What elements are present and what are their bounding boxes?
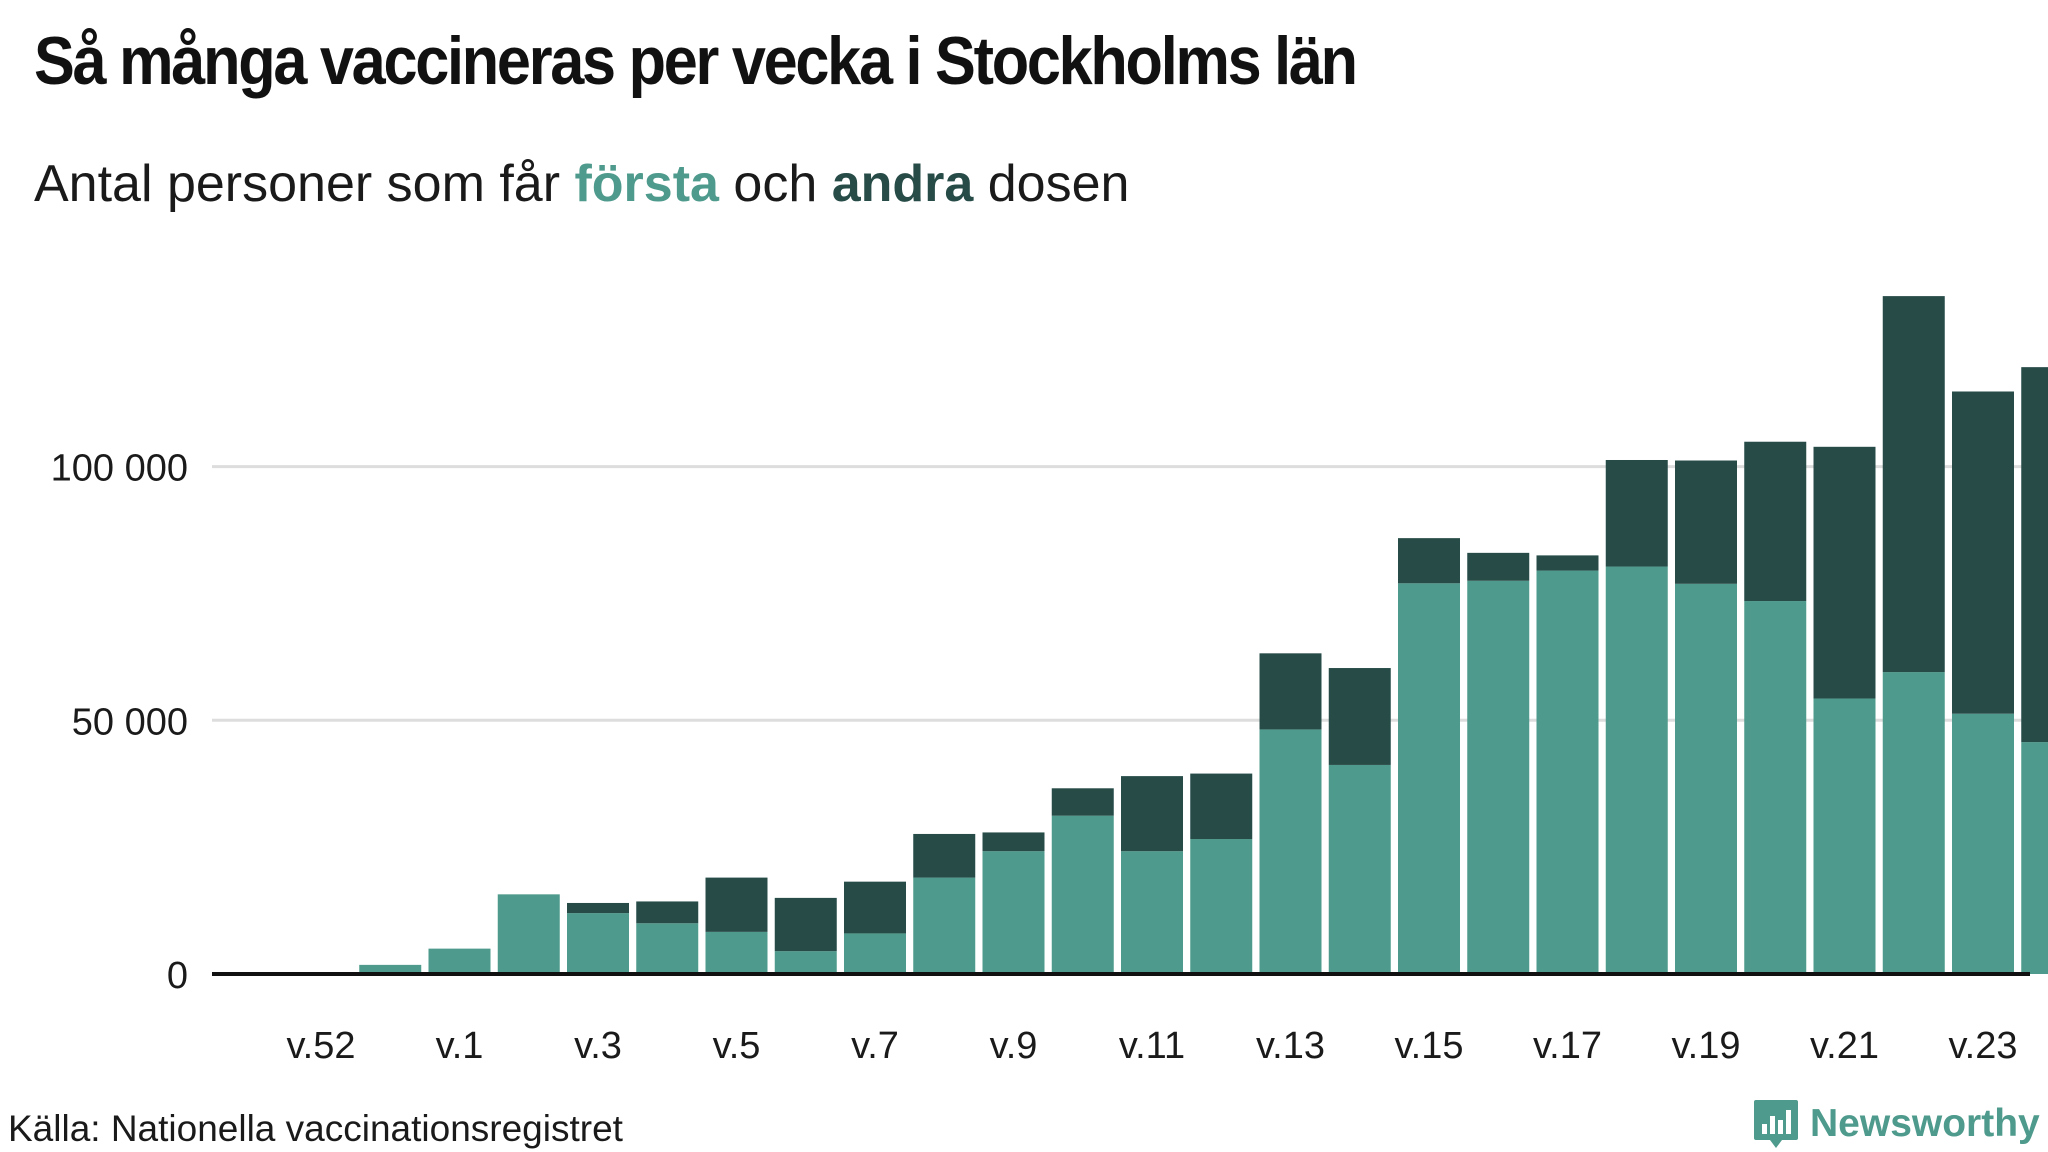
bar-first-dose [636, 923, 699, 974]
x-tick-label: v.9 [990, 1025, 1038, 1067]
x-tick-label: v.17 [1533, 1025, 1602, 1067]
x-tick-label: v.7 [851, 1025, 899, 1067]
bar-second-dose [1675, 460, 1737, 584]
bar-first-dose [428, 948, 491, 974]
subtitle-text-pre: Antal personer som får [34, 155, 575, 213]
bar-first-dose [1190, 839, 1253, 974]
bar-chart-speech-bubble-icon [1754, 1100, 1798, 1148]
x-tick-label: v.15 [1394, 1025, 1463, 1067]
bar-first-dose [567, 913, 629, 974]
bar-first-dose [1813, 698, 1876, 974]
source-note: Källa: Nationella vaccinationsregistret [8, 1108, 623, 1149]
bar-second-dose [1605, 459, 1668, 567]
x-tick-label: v.21 [1810, 1025, 1879, 1067]
bar-first-dose [1675, 583, 1737, 974]
bar-second-dose [1051, 788, 1114, 816]
brand-logo[interactable]: Newsworthy [1752, 1098, 2040, 1150]
bar-second-dose [2021, 367, 2048, 743]
subtitle-text-mid: och [718, 155, 832, 213]
bar-first-dose [1744, 601, 1807, 974]
bar-second-dose [1328, 668, 1391, 765]
bar-first-dose [705, 931, 768, 974]
chart-subtitle: Antal personer som får första och andra … [34, 154, 1129, 214]
bar-second-dose [636, 901, 699, 924]
x-tick-label: v.52 [286, 1025, 355, 1067]
bar-first-dose [844, 933, 906, 974]
x-tick-label: v.1 [436, 1025, 484, 1067]
bar-second-dose [913, 833, 976, 878]
x-tick-label: v.3 [574, 1025, 622, 1067]
bar-second-dose [705, 877, 768, 932]
bar-first-dose [1605, 566, 1668, 974]
bar-first-dose [982, 851, 1045, 974]
bar-second-dose [844, 881, 906, 934]
bar-first-dose [1398, 583, 1460, 974]
bar-first-dose [497, 894, 560, 974]
bar-second-dose [982, 832, 1045, 852]
bar-first-dose [1882, 672, 1945, 974]
bar-first-dose [1328, 764, 1391, 974]
bar-second-dose [1744, 441, 1807, 602]
chart-title: Så många vaccineras per vecka i Stockhol… [34, 23, 1358, 99]
bar-first-dose [1259, 729, 1322, 974]
bar-first-dose [359, 964, 422, 974]
bar-first-dose [1536, 570, 1599, 974]
bar-second-dose [1952, 391, 2014, 714]
legend-second-dose: andra [831, 155, 974, 213]
bar-first-dose [1121, 851, 1183, 974]
x-tick-label: v.5 [713, 1025, 761, 1067]
bar-second-dose [1536, 555, 1599, 571]
bar-second-dose [774, 897, 837, 952]
bar-first-dose [1467, 580, 1530, 974]
bar-second-dose [567, 902, 629, 914]
bar-second-dose [1190, 773, 1253, 840]
bar-first-dose [2021, 742, 2048, 974]
x-tick-label: v.23 [1948, 1025, 2017, 1067]
x-tick-label: v.13 [1256, 1025, 1325, 1067]
legend-first-dose: första [574, 155, 719, 213]
bar-second-dose [1813, 446, 1876, 699]
bar-second-dose [1467, 552, 1530, 581]
y-tick-label: 50 000 [72, 701, 188, 743]
subtitle-text-post: dosen [973, 155, 1130, 213]
bar-first-dose [774, 951, 837, 974]
bar-second-dose [1121, 776, 1183, 852]
x-tick-label: v.19 [1671, 1025, 1740, 1067]
x-tick-label: v.11 [1119, 1025, 1185, 1067]
y-tick-label: 0 [167, 955, 188, 997]
brand-name: Newsworthy [1810, 1102, 2040, 1145]
bar-second-dose [1882, 296, 1945, 673]
bar-first-dose [1952, 713, 2014, 974]
bar-first-dose [913, 877, 976, 974]
bar-first-dose [1051, 815, 1114, 974]
y-tick-label: 100 000 [51, 448, 188, 490]
bar-second-dose [1259, 653, 1322, 730]
bar-second-dose [1398, 538, 1460, 584]
